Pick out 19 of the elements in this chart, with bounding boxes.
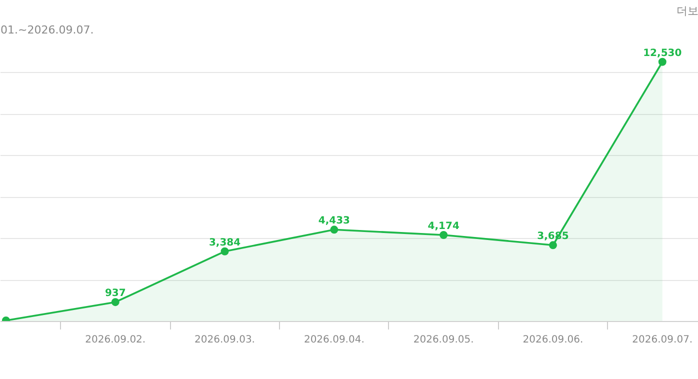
text: 더보 — [676, 4, 698, 18]
point — [330, 226, 338, 234]
text: 01.~2026.09.07. — [0, 24, 94, 36]
point — [658, 58, 666, 66]
x-tick-label: 2026.09.05. — [413, 334, 474, 346]
x-tick-label: 2026.09.07. — [632, 334, 693, 346]
data-label: 3,384 — [208, 237, 241, 248]
point — [111, 298, 120, 306]
x-tick-label: 2026.09.02. — [85, 334, 146, 346]
point — [548, 241, 557, 250]
data-label: 937 — [104, 288, 126, 300]
x-tick-label: 2026.09.06. — [522, 334, 584, 346]
x-tick-label: 2026.09.03. — [194, 334, 255, 346]
data-label: 4,433 — [318, 216, 350, 227]
x-tick-label: 2026.09.04. — [304, 334, 364, 346]
data-label: 12,530 — [643, 48, 682, 59]
point — [440, 231, 448, 240]
point — [220, 247, 229, 256]
data-label: 4,174 — [428, 221, 460, 232]
